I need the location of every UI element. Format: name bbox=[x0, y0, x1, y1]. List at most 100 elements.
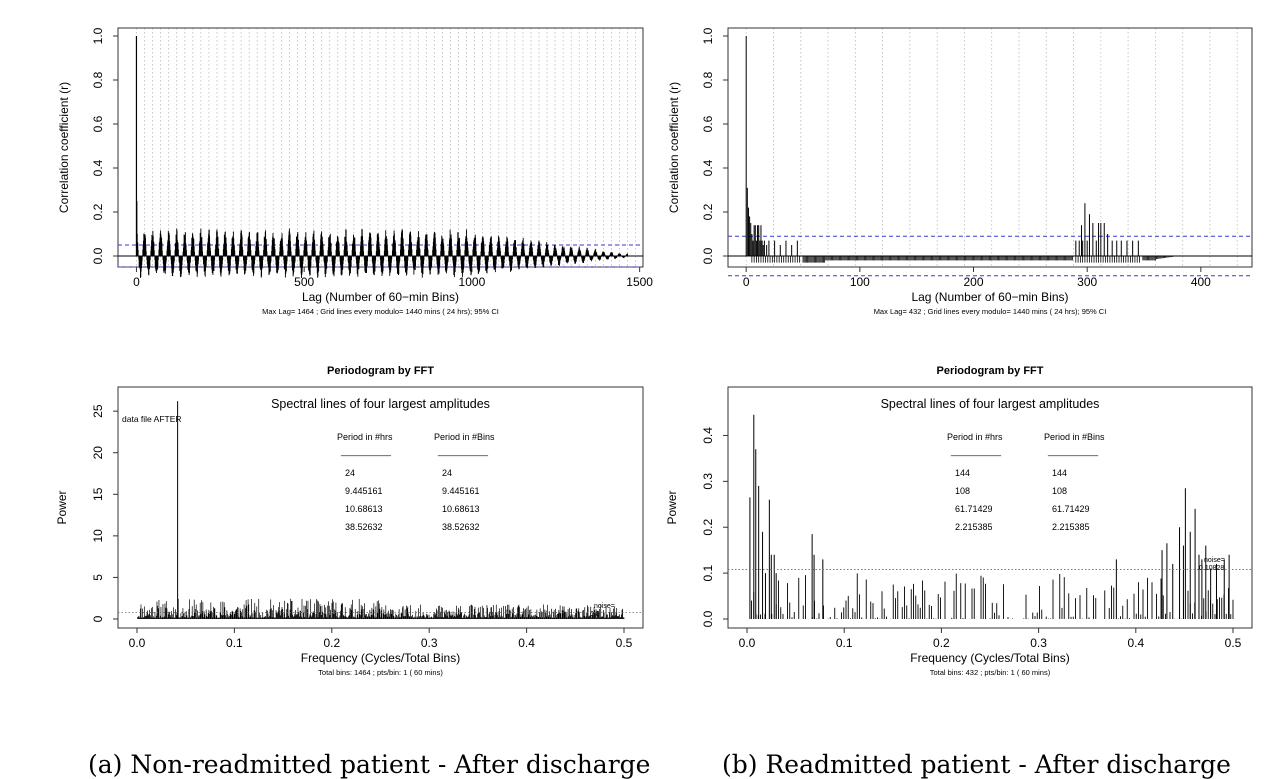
period-hrs-value: 24 bbox=[345, 468, 355, 478]
period-hrs-value: 38.52632 bbox=[345, 522, 383, 532]
x-tick-label: 0 bbox=[133, 275, 140, 289]
caption-a: (a) Non-readmitted patient - After disch… bbox=[88, 750, 651, 779]
column-divider: __________ bbox=[950, 446, 1002, 456]
y-tick-label: 5 bbox=[91, 574, 105, 581]
period-bins-value: 108 bbox=[1052, 486, 1067, 496]
data-file-label: data file AFTER bbox=[122, 414, 182, 424]
x-tick-label: 1000 bbox=[459, 275, 486, 289]
x-tick-label: 0.1 bbox=[226, 636, 243, 650]
column-divider: __________ bbox=[1047, 446, 1099, 456]
y-tick-label: 0.2 bbox=[701, 519, 715, 536]
grid-lines bbox=[745, 28, 1238, 267]
axis-note: Max Lag= 432 ; Grid lines every modulo= … bbox=[874, 307, 1107, 316]
y-tick-label: 25 bbox=[91, 404, 105, 418]
y-tick-label: 0.0 bbox=[701, 610, 715, 627]
x-tick-label: 400 bbox=[1191, 275, 1211, 289]
period-hrs-value: 61.71429 bbox=[955, 504, 993, 514]
y-tick-label: 0.8 bbox=[91, 71, 105, 88]
x-tick-label: 0.5 bbox=[616, 636, 633, 650]
column-header-hrs: Period in #hrs bbox=[337, 432, 393, 442]
plot-frame bbox=[727, 27, 1253, 268]
y-tick-label: 20 bbox=[91, 446, 105, 460]
period-bins-value: 24 bbox=[442, 468, 452, 478]
column-header-bins: Period in #Bins bbox=[434, 432, 495, 442]
acf-plot-readmitted: 0 100 200 300 400 0.0 0.2 0.4 0.6 0.8 1.0 Lag (Numb… bbox=[667, 27, 1253, 316]
x-tick-label: 200 bbox=[964, 275, 984, 289]
spectral-lines-title: Spectral lines of four largest amplitude… bbox=[881, 397, 1100, 411]
column-divider: __________ bbox=[340, 446, 392, 456]
periodogram-readmitted: 0.0 0.1 0.2 0.3 0.4 0.5 0.0 0.1 0.2 0.3 0.4 Frequen… bbox=[665, 365, 1253, 677]
x-axis-label: Lag (Number of 60−min Bins) bbox=[302, 290, 459, 304]
acf-bars bbox=[135, 36, 629, 278]
y-tick-label: 15 bbox=[91, 487, 105, 501]
y-tick-label: 0.0 bbox=[91, 247, 105, 264]
x-tick-label: 0.1 bbox=[836, 636, 853, 650]
y-tick-label: 0.3 bbox=[701, 473, 715, 490]
y-tick-label: 0.0 bbox=[701, 247, 715, 264]
y-tick-label: 1.0 bbox=[91, 27, 105, 44]
x-tick-label: 100 bbox=[850, 275, 870, 289]
y-tick-label: 0 bbox=[91, 615, 105, 622]
period-hrs-value: 108 bbox=[955, 486, 970, 496]
y-tick-label: 0.8 bbox=[701, 71, 715, 88]
period-hrs-value: 144 bbox=[955, 468, 970, 478]
y-tick-label: 1.0 bbox=[701, 27, 715, 44]
period-hrs-value: 9.445161 bbox=[345, 486, 383, 496]
y-axis-label: Power bbox=[665, 490, 679, 524]
x-axis-label: Frequency (Cycles/Total Bins) bbox=[910, 651, 1069, 665]
y-tick-label: 0.6 bbox=[91, 115, 105, 132]
noise-value: 0.10828 bbox=[1199, 565, 1224, 572]
plot-frame bbox=[727, 386, 1253, 629]
y-tick-label: 0.4 bbox=[701, 427, 715, 444]
x-tick-label: 0.2 bbox=[323, 636, 340, 650]
periodogram-title: Periodogram by FFT bbox=[937, 365, 1044, 377]
column-header-bins: Period in #Bins bbox=[1044, 432, 1105, 442]
x-tick-label: 500 bbox=[294, 275, 314, 289]
x-tick-label: 0.3 bbox=[1030, 636, 1047, 650]
y-axis-label: Correlation coefficient (r) bbox=[57, 82, 71, 213]
x-tick-label: 1500 bbox=[626, 275, 653, 289]
spectral-table: Period in #hrs Period in #Bins __________ _… bbox=[337, 432, 495, 532]
x-tick-label: 0.4 bbox=[1127, 636, 1144, 650]
spectral-table: Period in #hrs Period in #Bins __________ _… bbox=[947, 432, 1105, 532]
x-tick-label: 0.5 bbox=[1225, 636, 1242, 650]
x-tick-label: 0.0 bbox=[739, 636, 756, 650]
period-hrs-value: 2.215385 bbox=[955, 522, 993, 532]
column-header-hrs: Period in #hrs bbox=[947, 432, 1003, 442]
period-bins-value: 144 bbox=[1052, 468, 1067, 478]
spectrum-bars bbox=[749, 414, 1234, 619]
period-bins-value: 10.68613 bbox=[442, 504, 480, 514]
plot-frame bbox=[117, 386, 644, 629]
x-axis-label: Frequency (Cycles/Total Bins) bbox=[301, 651, 460, 665]
y-tick-label: 0.2 bbox=[701, 203, 715, 220]
x-tick-label: 0.4 bbox=[518, 636, 535, 650]
y-axis-label: Power bbox=[55, 490, 69, 524]
y-tick-label: 0.4 bbox=[701, 159, 715, 176]
x-tick-label: 0.0 bbox=[129, 636, 146, 650]
period-bins-value: 61.71429 bbox=[1052, 504, 1090, 514]
y-tick-label: 10 bbox=[91, 529, 105, 543]
x-tick-label: 0.2 bbox=[933, 636, 950, 650]
period-hrs-value: 10.68613 bbox=[345, 504, 383, 514]
y-axis-label: Correlation coefficient (r) bbox=[667, 82, 681, 213]
axis-note: Total bins: 1464 ; pts/bin: 1 ( 60 mins) bbox=[318, 668, 443, 677]
noise-label: noise= bbox=[594, 603, 615, 610]
x-tick-label: 0 bbox=[743, 275, 750, 289]
x-axis-label: Lag (Number of 60−min Bins) bbox=[911, 290, 1068, 304]
periodogram-non-readmitted: 0.0 0.1 0.2 0.3 0.4 0.5 0 5 10 15 20 25 Frequency (C… bbox=[55, 365, 644, 677]
plot-frame bbox=[117, 27, 644, 268]
column-divider: __________ bbox=[437, 446, 489, 456]
acf-plot-non-readmitted: 0 500 1000 1500 0.0 0.2 0.4 0.6 0.8 1.0 Lag (Numbe… bbox=[57, 27, 653, 316]
y-tick-label: 0.4 bbox=[91, 159, 105, 176]
period-bins-value: 9.445161 bbox=[442, 486, 480, 496]
periodogram-title: Periodogram by FFT bbox=[327, 365, 434, 377]
noise-label: noise= bbox=[1204, 557, 1225, 564]
caption-b: (b) Readmitted patient - After discharge bbox=[722, 750, 1231, 779]
period-bins-value: 38.52632 bbox=[442, 522, 480, 532]
y-tick-label: 0.6 bbox=[701, 115, 715, 132]
y-tick-label: 0.1 bbox=[701, 564, 715, 581]
x-tick-label: 0.3 bbox=[421, 636, 438, 650]
spectrum-bars bbox=[137, 401, 625, 619]
acf-bars bbox=[745, 36, 1178, 263]
